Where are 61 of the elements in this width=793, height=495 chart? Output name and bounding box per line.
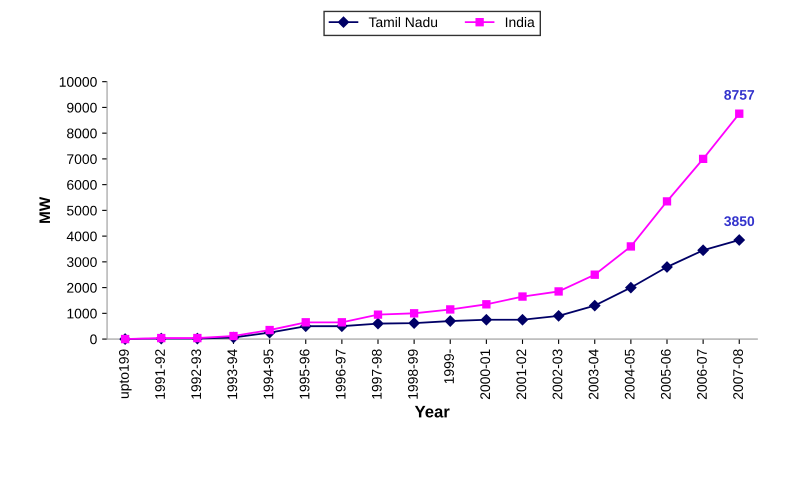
point	[698, 154, 708, 164]
point	[444, 315, 456, 327]
point	[408, 318, 420, 329]
x-tick-label: 2007-08	[733, 349, 743, 400]
x-tick-label: 1997-98	[372, 349, 382, 399]
x-tick-label: 1998-99	[408, 349, 418, 399]
x-tick-label: 1992-93	[191, 349, 202, 399]
x-tick-label: 1996-97	[336, 349, 346, 399]
x-tick-label: 1999-	[444, 349, 454, 384]
point	[518, 292, 527, 301]
legend-label: Tamil Nadu	[368, 16, 438, 28]
point	[698, 244, 709, 256]
point	[625, 282, 636, 294]
point	[372, 318, 384, 330]
x-tick-label: 2000-01	[480, 349, 490, 400]
point	[446, 305, 454, 314]
x-tick-label: 2004-05	[624, 349, 635, 400]
point	[482, 300, 491, 308]
y-tick-label: 4000	[66, 231, 97, 242]
y-tick-label: 1000	[68, 308, 97, 319]
y-tick-label: 0	[90, 334, 97, 344]
point	[374, 310, 382, 319]
point	[410, 309, 418, 318]
x-tick-label: 2005-06	[660, 349, 671, 400]
point	[661, 261, 673, 273]
y-tick-label: 5000	[66, 206, 97, 216]
x-tick-label: 2002-03	[552, 349, 562, 400]
y-tick-label: 10000	[60, 77, 97, 87]
y-tick-label: 3000	[66, 257, 97, 268]
point	[338, 318, 346, 327]
point	[302, 318, 310, 327]
point	[480, 314, 492, 326]
point	[553, 310, 564, 322]
x-tick-label: 1995-96	[300, 349, 310, 399]
point	[626, 242, 636, 251]
y-tick-label: 8000	[67, 128, 97, 138]
y-tick-label: 9000	[67, 102, 97, 113]
y-axis-title: MW	[39, 196, 50, 223]
y-tick-label: 7000	[67, 154, 97, 164]
y-tick-label: 6000	[67, 180, 97, 190]
point	[662, 197, 672, 206]
x-tick-label: 1993-94	[227, 349, 238, 399]
point	[516, 314, 528, 326]
x-tick-label: upto199	[119, 349, 132, 398]
point	[265, 326, 274, 334]
x-tick-label: 2006-07	[697, 349, 707, 400]
x-tick-label: 1991-92	[155, 349, 165, 399]
point	[734, 234, 745, 246]
x-tick-label: 2003-04	[588, 349, 598, 400]
point	[554, 287, 563, 296]
x-axis-title: Year	[414, 406, 450, 418]
legend-label: India	[506, 16, 535, 28]
point	[589, 300, 600, 312]
point	[735, 110, 744, 118]
point	[229, 332, 238, 340]
point	[590, 270, 599, 279]
data-label: 8757	[724, 90, 754, 100]
x-tick-label: 1994-95	[264, 349, 274, 399]
data-label: 3850	[724, 216, 754, 226]
x-tick-label: 2001-02	[516, 349, 526, 400]
y-tick-label: 2000	[67, 282, 97, 293]
